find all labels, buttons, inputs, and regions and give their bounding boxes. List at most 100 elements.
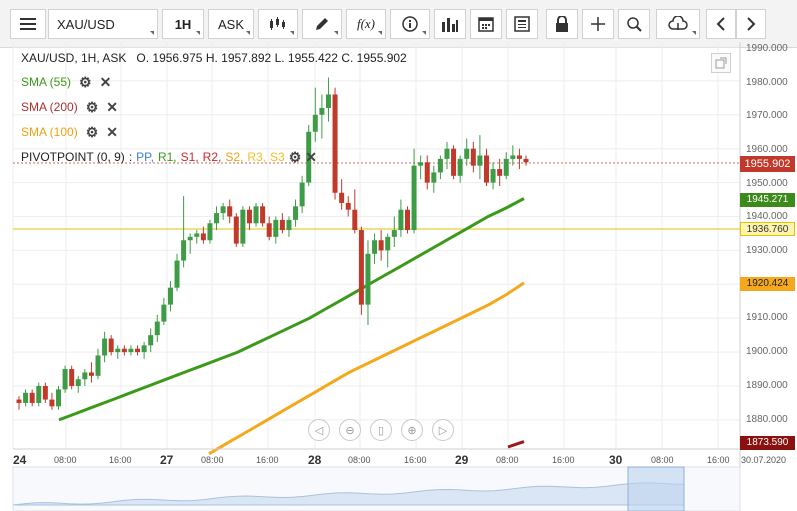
candle-body	[352, 209, 358, 231]
candle-body	[293, 206, 299, 220]
candle-body	[214, 213, 220, 224]
candle-body	[411, 165, 417, 231]
crosshair-icon	[591, 17, 605, 31]
close-icon[interactable]: ✕	[99, 74, 112, 90]
symbol-selector[interactable]: XAU/USD	[48, 9, 158, 39]
legend-pivot: PIVOTPOINT (0, 9) : PP, R1, S1, R2, S2, …	[21, 150, 317, 164]
candle-body	[358, 230, 364, 305]
zoom-button[interactable]	[618, 9, 650, 39]
sma100-line	[208, 281, 525, 456]
forward-button[interactable]	[736, 9, 766, 39]
chart-grid	[12, 42, 740, 449]
candle-body	[391, 230, 397, 237]
fullscreen-button[interactable]	[711, 53, 731, 73]
reset-button[interactable]: ▯	[370, 419, 392, 441]
expand-icon	[715, 57, 727, 69]
sma55-line	[58, 197, 525, 422]
candle-body	[312, 114, 318, 132]
calendar-button[interactable]	[470, 9, 502, 39]
candle-body	[49, 399, 55, 407]
candle-body	[325, 94, 331, 109]
scroll-right-button[interactable]: ▷	[432, 419, 454, 441]
y-tick-label: 1900.000	[746, 346, 788, 357]
candle-body	[207, 223, 213, 241]
chevron-left-icon	[716, 17, 725, 31]
high-label: H.	[205, 51, 218, 65]
x-tick-label: 08:00	[201, 455, 224, 465]
gear-icon[interactable]: ⚙	[85, 99, 99, 115]
candle-body	[424, 162, 430, 183]
candle-body	[457, 158, 463, 176]
close-icon[interactable]: ✕	[106, 124, 118, 140]
drawing-tools-button[interactable]	[302, 9, 342, 39]
candle-body	[187, 236, 193, 241]
lock-button[interactable]	[546, 9, 578, 39]
candle-body	[69, 369, 75, 386]
candle-body	[510, 155, 516, 159]
close-icon[interactable]: ✕	[106, 99, 118, 115]
candle-body	[464, 148, 470, 159]
candle-body	[516, 155, 522, 159]
candle-body	[477, 155, 483, 166]
timeframe-selector[interactable]: 1H	[162, 9, 204, 39]
candle-body	[365, 253, 371, 305]
y-tick-label: 1880.000	[746, 414, 788, 425]
scroll-left-button[interactable]: ◁	[308, 419, 330, 441]
gear-icon[interactable]: ⚙	[79, 74, 92, 90]
indicators-button[interactable]: f(x)	[346, 9, 386, 39]
caret-icon	[378, 31, 382, 35]
gear-icon[interactable]: ⚙	[85, 124, 99, 140]
info-button[interactable]	[390, 9, 430, 39]
bar-chart-icon	[442, 18, 458, 32]
x-tick-label: 24	[13, 453, 27, 467]
calendar-icon	[478, 17, 494, 32]
pencil-icon	[316, 18, 328, 30]
legend-sma200: SMA (200) ⚙ ✕	[21, 100, 118, 114]
zoom-in-icon: ⊕	[407, 424, 417, 437]
current-price-tag: 1955.902	[740, 156, 795, 172]
pivot-pp: PP,	[136, 150, 154, 164]
zoom-in-button[interactable]: ⊕	[401, 419, 423, 441]
candle-body	[253, 206, 259, 224]
ohlc-header: XAU/USD, 1H, ASK O. 1956.975 H. 1957.892…	[21, 51, 407, 65]
candles	[16, 77, 529, 410]
candle-body	[378, 240, 384, 251]
candle-body	[451, 148, 457, 176]
x-tick-label: 16:00	[404, 455, 427, 465]
candle-body	[102, 338, 108, 356]
upload-button[interactable]	[656, 9, 700, 39]
close-icon[interactable]: ✕	[305, 149, 318, 165]
open-value: 1956.975	[152, 51, 203, 65]
zoom-out-button[interactable]: ⊖	[339, 419, 361, 441]
candle-body	[404, 209, 410, 231]
sma200-path	[507, 440, 525, 449]
crosshair-button[interactable]	[582, 9, 614, 39]
candle-body	[332, 94, 338, 193]
candle-body	[56, 389, 62, 407]
price-type-selector[interactable]: ASK	[208, 9, 254, 39]
timeframe-label: 1H	[174, 16, 192, 32]
pivot-label: PIVOTPOINT (0, 9)	[21, 150, 125, 164]
candle-body	[227, 206, 233, 217]
gear-icon[interactable]: ⚙	[288, 149, 302, 165]
open-label: O.	[136, 51, 150, 65]
candle-body	[345, 202, 351, 210]
pivot-r3: R3,	[247, 150, 267, 164]
candle-body	[29, 392, 35, 403]
chart-type-button[interactable]	[258, 9, 298, 39]
candle-body	[319, 108, 325, 115]
candle-body	[431, 172, 437, 183]
news-button[interactable]	[506, 9, 538, 39]
legend-sma100: SMA (100) ⚙ ✕	[21, 125, 118, 139]
sma55-path	[58, 197, 525, 422]
y-tick-label: 1990.000	[746, 43, 788, 54]
caret-icon	[422, 31, 426, 35]
candle-body	[273, 219, 279, 237]
sma55-tag: 1945.271	[740, 193, 795, 207]
back-button[interactable]	[706, 9, 736, 39]
candle-body	[306, 131, 312, 183]
volume-button[interactable]	[434, 9, 466, 39]
candle-body	[148, 335, 154, 346]
hamburger-menu-icon[interactable]	[10, 9, 46, 39]
